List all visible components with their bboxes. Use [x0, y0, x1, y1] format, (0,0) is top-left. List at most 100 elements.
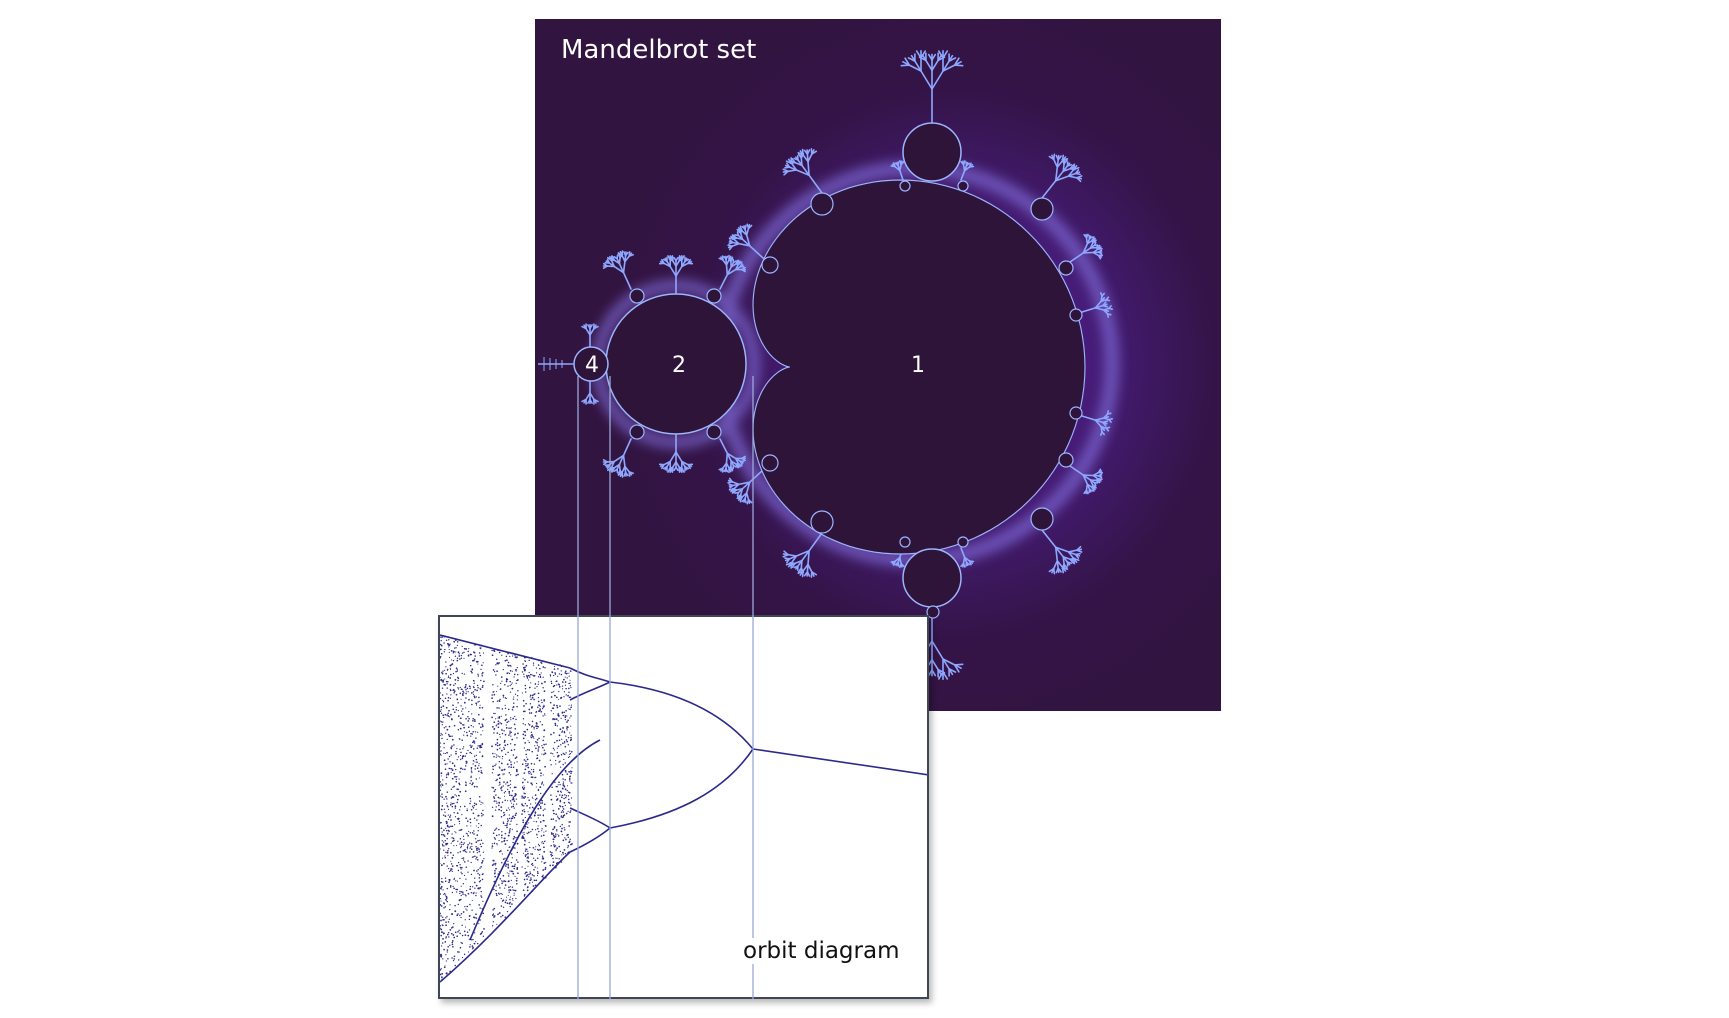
chaos-dot: [451, 870, 453, 873]
chaos-dot: [541, 682, 543, 685]
chaos-dot: [455, 671, 457, 673]
bulb-label-2: 2: [672, 353, 686, 378]
chaos-dot: [526, 878, 528, 881]
chaos-dot: [468, 918, 471, 921]
chaos-dot: [543, 753, 545, 755]
chaos-dot: [566, 727, 568, 729]
chaos-dot: [570, 738, 573, 741]
chaos-dot: [445, 843, 447, 846]
chaos-dot: [466, 909, 468, 911]
chaos-dot: [511, 857, 513, 859]
chaos-dot: [447, 808, 450, 811]
chaos-dot: [448, 755, 451, 758]
chaos-dot: [541, 782, 544, 784]
chaos-dot: [449, 908, 451, 911]
chaos-dot: [508, 790, 511, 793]
chaos-dot: [544, 666, 546, 669]
chaos-dot: [527, 852, 529, 855]
chaos-dot: [537, 807, 540, 810]
chaos-dot: [534, 745, 536, 747]
chaos-dot: [453, 684, 455, 686]
chaos-dot: [491, 815, 494, 818]
chaos-dot: [464, 768, 466, 771]
chaos-dot: [461, 814, 463, 816]
chaos-dot: [513, 867, 515, 870]
chaos-dot: [566, 721, 568, 723]
chaos-dot: [540, 805, 542, 808]
chaos-dot: [495, 690, 498, 692]
chaos-dot: [532, 664, 535, 666]
chaos-dot: [461, 867, 463, 869]
chaos-dot: [475, 731, 477, 733]
chaos-dot: [522, 821, 525, 824]
chaos-dot: [477, 673, 479, 676]
small-bulb: [706, 288, 722, 304]
chaos-dot: [445, 666, 447, 668]
chaos-dot: [570, 797, 573, 799]
chaos-dot: [563, 742, 566, 744]
chaos-dot: [553, 755, 555, 757]
chaos-dot: [465, 817, 467, 819]
chaos-dot: [480, 770, 482, 772]
chaos-dot: [504, 739, 506, 742]
chaos-dot: [536, 834, 538, 836]
chaos-dot: [528, 873, 530, 876]
chaos-dot: [493, 872, 496, 875]
chaos-dot: [470, 770, 473, 772]
chaos-dot: [469, 686, 471, 688]
chaos-dot: [494, 788, 497, 791]
chaos-dot: [538, 830, 540, 833]
chaos-dot: [516, 705, 518, 708]
chaos-dot: [441, 793, 443, 795]
chaos-dot: [542, 874, 544, 876]
chaos-dot: [457, 903, 460, 906]
chaos-dot: [456, 659, 459, 662]
chaos-dot: [570, 687, 572, 689]
chaos-dot: [473, 742, 476, 744]
chaos-dot: [442, 845, 444, 847]
chaos-dot: [500, 892, 502, 895]
chaos-dot: [495, 867, 497, 870]
chaos-dot: [552, 861, 555, 863]
filament: [891, 163, 896, 168]
chaos-dot: [569, 802, 571, 804]
chaos-dot: [512, 797, 515, 800]
chaos-dot: [539, 667, 541, 670]
chaos-dot: [469, 846, 472, 848]
chaos-dot: [475, 941, 477, 943]
chaos-dot: [470, 780, 472, 782]
chaos-dot: [504, 857, 506, 859]
chaos-dot: [492, 669, 495, 671]
filament: [732, 489, 738, 492]
chaos-dot: [542, 687, 544, 689]
chaos-dot: [454, 816, 457, 818]
chaos-dot: [533, 728, 535, 730]
chaos-dot: [535, 821, 538, 823]
chaos-dot: [536, 744, 539, 746]
chaos-dot: [469, 903, 471, 906]
chaos-dot: [462, 857, 465, 859]
chaos-dot: [533, 674, 536, 677]
chaos-dot: [509, 655, 511, 658]
chaos-dot: [528, 822, 530, 824]
filament: [1069, 465, 1084, 476]
chaos-dot: [463, 657, 465, 659]
chaos-dot: [480, 890, 482, 893]
chaos-dot: [530, 698, 532, 701]
chaos-dot: [508, 873, 510, 875]
chaos-dot: [521, 795, 523, 798]
chaos-dot: [478, 652, 481, 654]
chaos-dot: [451, 825, 454, 828]
chaos-dot: [482, 912, 485, 915]
chaos-dot: [522, 837, 525, 840]
filament: [613, 454, 625, 463]
chaos-dot: [466, 833, 469, 835]
chaos-dot: [563, 711, 566, 714]
chaos-dot: [470, 861, 472, 864]
chaos-dot: [495, 885, 497, 887]
chaos-dot: [472, 812, 475, 815]
chaos-dot: [497, 720, 500, 723]
chaos-dot: [447, 773, 450, 776]
chaos-dot: [467, 691, 469, 693]
chaos-dot: [482, 718, 485, 720]
